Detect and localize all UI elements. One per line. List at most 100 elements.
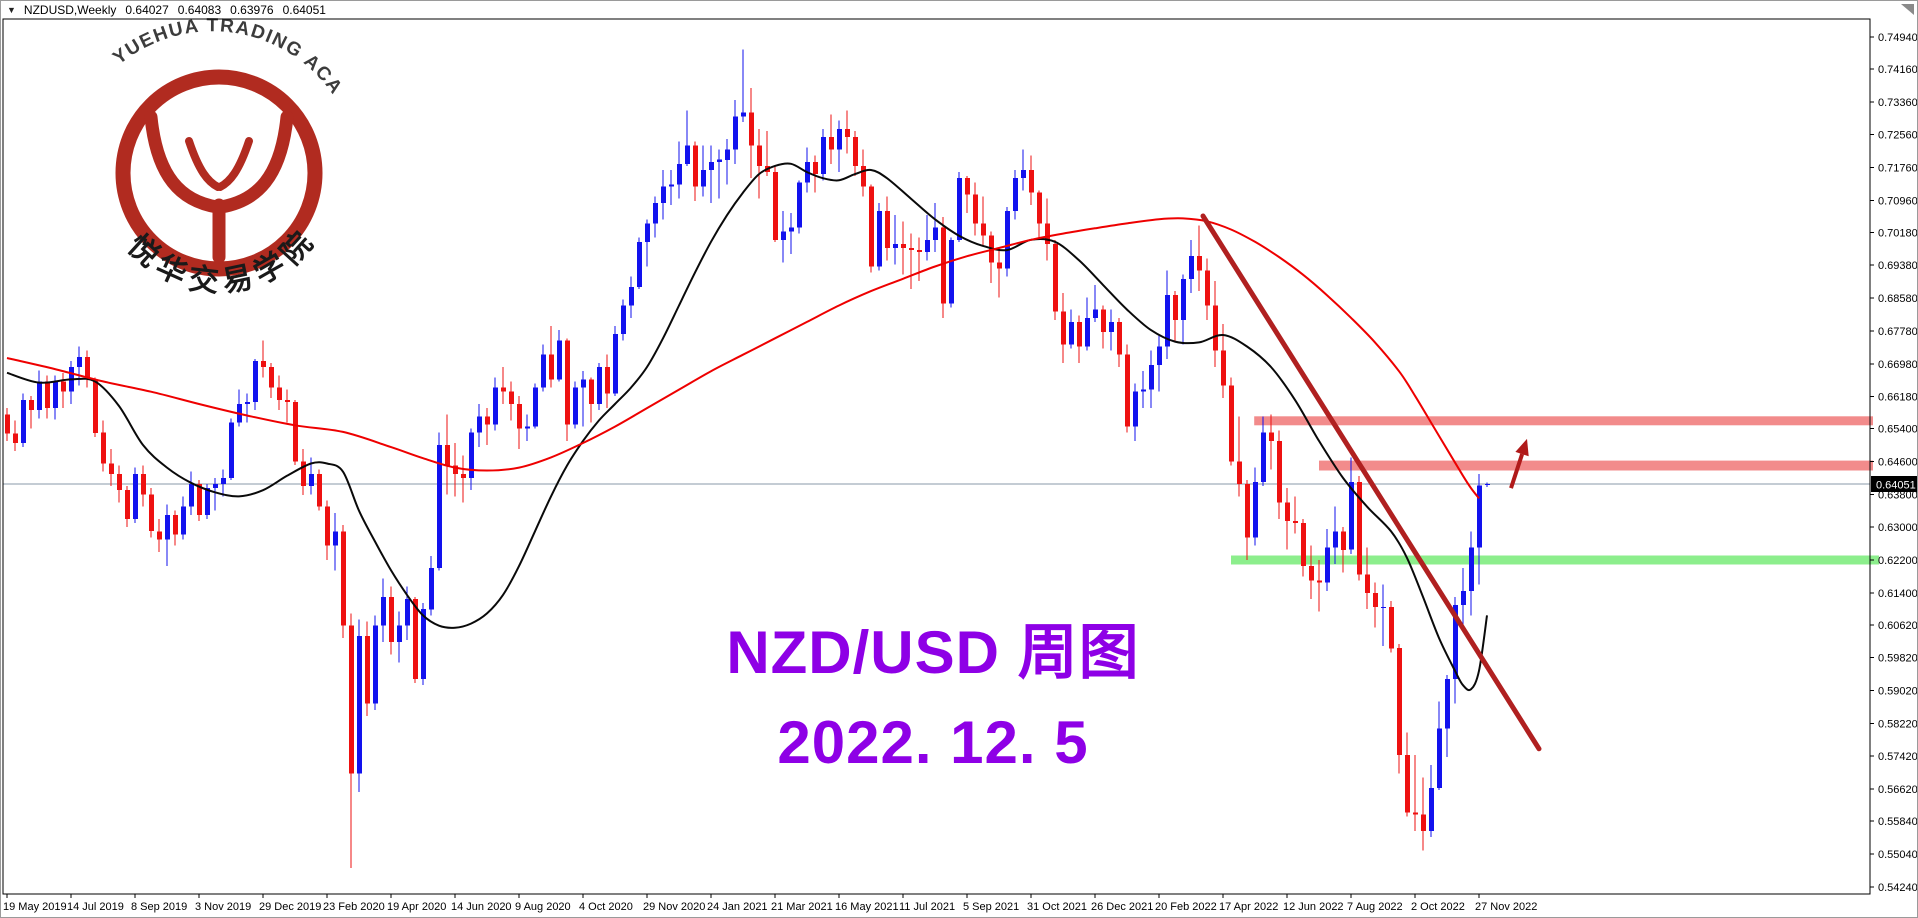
candle — [1205, 258, 1210, 320]
candle — [1421, 777, 1426, 851]
candle — [13, 420, 18, 452]
candle — [709, 145, 714, 203]
candle — [437, 432, 442, 571]
price-tick-label: 0.58220 — [1878, 718, 1918, 730]
candle — [413, 596, 418, 684]
up-arrow[interactable] — [1509, 438, 1529, 489]
candle — [1133, 383, 1138, 441]
price-axis[interactable]: 0.74940 0.74160 0.73360 0.72560 0.71760 0.709… — [1870, 32, 1918, 894]
candle — [389, 586, 394, 655]
candle — [797, 180, 802, 234]
candle — [61, 373, 66, 409]
candle — [821, 129, 826, 181]
candle — [1197, 225, 1202, 292]
candle — [509, 381, 514, 421]
candle — [365, 621, 370, 716]
candle — [677, 141, 682, 199]
candle — [597, 362, 602, 411]
candle — [269, 362, 274, 398]
chevron-down-icon[interactable]: ▼ — [7, 4, 16, 15]
logo-tulip-icon — [144, 110, 294, 264]
candle — [1413, 755, 1418, 831]
candle — [541, 344, 546, 392]
zone-resistance-lower[interactable] — [1319, 460, 1873, 471]
candle — [29, 395, 34, 429]
candle — [1029, 155, 1034, 205]
candle — [117, 465, 122, 503]
price-tick-label: 0.70180 — [1878, 227, 1918, 239]
time-tick-label: 11 Jul 2021 — [899, 901, 955, 913]
candle — [493, 377, 498, 431]
candle — [861, 149, 866, 197]
candle — [517, 395, 522, 450]
candle — [53, 375, 58, 420]
candle — [421, 603, 426, 686]
candle — [381, 578, 386, 643]
candle — [1477, 473, 1482, 585]
price-tick-label: 0.62200 — [1878, 555, 1918, 567]
candle — [237, 389, 242, 427]
candle — [1293, 496, 1298, 534]
candle — [301, 449, 306, 496]
price-tick-label: 0.56620 — [1878, 784, 1918, 796]
candle — [1117, 317, 1122, 367]
candle — [733, 100, 738, 164]
candle — [941, 217, 946, 318]
candle — [1317, 560, 1322, 612]
candle — [5, 408, 10, 441]
time-tick-label: 20 Feb 2022 — [1155, 901, 1217, 913]
candle — [877, 202, 882, 271]
candle — [645, 219, 650, 267]
candle — [1269, 414, 1274, 470]
time-tick-label: 17 Apr 2022 — [1219, 901, 1278, 913]
candle — [901, 221, 906, 275]
time-tick-label: 3 Nov 2019 — [195, 901, 251, 913]
candle — [1157, 334, 1162, 392]
price-tick-label: 0.70960 — [1878, 195, 1918, 207]
time-tick-label: 24 Jan 2021 — [707, 901, 768, 913]
candle — [325, 500, 330, 560]
candle — [21, 393, 26, 448]
candle — [917, 237, 922, 281]
candle — [837, 120, 842, 173]
candle — [685, 110, 690, 166]
zone-resistance-upper[interactable] — [1254, 416, 1873, 426]
price-tick-label: 0.66180 — [1878, 392, 1918, 404]
candle — [1221, 323, 1226, 398]
candle — [589, 377, 594, 423]
candle — [1333, 506, 1338, 565]
candle — [1021, 149, 1026, 191]
candle — [1173, 291, 1178, 343]
candle — [1141, 371, 1146, 409]
candle — [725, 139, 730, 185]
candle — [125, 486, 130, 528]
zone-support[interactable] — [1231, 555, 1879, 565]
candle — [1325, 529, 1330, 591]
candlestick-series — [5, 49, 1490, 868]
candle — [1397, 644, 1402, 774]
candle — [165, 504, 170, 567]
time-tick-label: 14 Jun 2020 — [451, 901, 512, 913]
candle — [277, 375, 282, 411]
time-axis[interactable]: 19 May 2019 14 Jul 2019 8 Sep 2019 3 Nov 20… — [3, 894, 1537, 913]
logo-ring — [115, 69, 323, 277]
scroll-end-icon — [1901, 4, 1914, 15]
candle — [1165, 270, 1170, 359]
candle — [93, 377, 98, 437]
time-tick-label: 21 Mar 2021 — [771, 901, 833, 913]
candle — [933, 202, 938, 253]
candle — [1485, 482, 1490, 488]
candle — [261, 340, 266, 378]
time-tick-label: 4 Oct 2020 — [579, 901, 633, 913]
candle — [533, 383, 538, 429]
time-tick-label: 7 Aug 2022 — [1347, 901, 1403, 913]
quote-high: 0.64083 — [177, 3, 222, 17]
trendline-descending[interactable] — [1200, 213, 1542, 752]
candle — [789, 213, 794, 255]
time-tick-label: 2 Oct 2022 — [1411, 901, 1465, 913]
time-tick-label: 12 Jun 2022 — [1283, 901, 1344, 913]
candle — [357, 619, 362, 792]
quote-open: 0.64027 — [125, 3, 169, 17]
